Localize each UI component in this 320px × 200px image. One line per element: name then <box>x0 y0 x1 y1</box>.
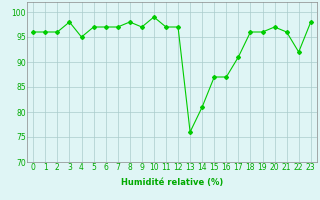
X-axis label: Humidité relative (%): Humidité relative (%) <box>121 178 223 187</box>
